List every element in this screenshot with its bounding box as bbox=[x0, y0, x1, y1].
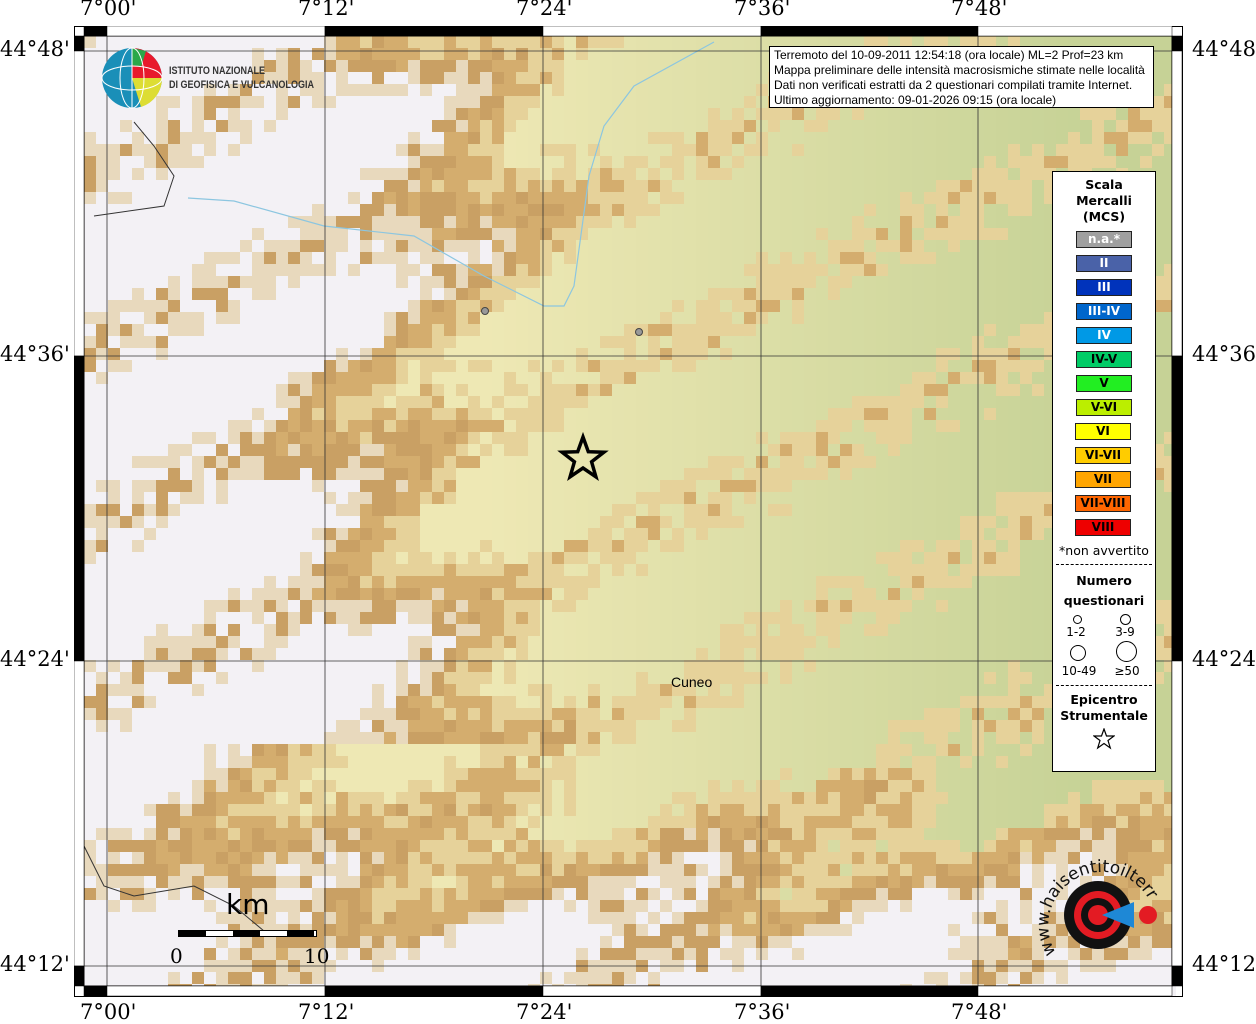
intensity-scale: n.a.* II III III-IV IV IV-V V V-VI VI VI-VII VII VI… bbox=[1053, 231, 1155, 536]
haisentito-logo: www.haisentitoilterremoto.it bbox=[1036, 858, 1161, 959]
size-label: ≥50 bbox=[1114, 664, 1140, 678]
lon-label-bottom: 7°36' bbox=[734, 1000, 791, 1024]
intensity-swatch: VIII bbox=[1075, 519, 1131, 536]
intensity-swatch: VII-VIII bbox=[1075, 495, 1131, 512]
lon-label-bottom: 7°12' bbox=[298, 1000, 355, 1024]
intensity-swatch: n.a.* bbox=[1076, 231, 1132, 248]
intensity-swatch: III bbox=[1076, 279, 1132, 296]
scale-end: 10 bbox=[304, 944, 330, 968]
lon-label-bottom: 7°24' bbox=[516, 1000, 573, 1024]
river bbox=[187, 41, 715, 307]
ingv-logo: ISTITUTO NAZIONALE DI GEOFISICA E VULCAN… bbox=[101, 47, 314, 113]
intensity-swatch: V-VI bbox=[1076, 399, 1132, 416]
epicenter-star-icon[interactable] bbox=[557, 431, 609, 481]
lat-label-left: 44°24' bbox=[0, 647, 70, 671]
scale-bar bbox=[178, 930, 317, 937]
circle-small-icon bbox=[1073, 615, 1082, 624]
border-line bbox=[93, 121, 175, 217]
size-label: 10-49 bbox=[1061, 664, 1097, 678]
legend-title-line: Scala bbox=[1085, 177, 1123, 192]
legend-title-line: (MCS) bbox=[1082, 209, 1126, 224]
lat-label-right: 44°12' bbox=[1192, 952, 1256, 976]
ingv-logo-line1: ISTITUTO NAZIONALE bbox=[169, 65, 266, 77]
lon-label-top: 7°00' bbox=[80, 0, 137, 20]
locality-marker[interactable] bbox=[481, 307, 489, 315]
earthquake-info-box: Terremoto del 10-09-2011 12:54:18 (ora l… bbox=[769, 46, 1154, 108]
star-icon bbox=[1092, 727, 1116, 750]
intensity-swatch: IV bbox=[1076, 327, 1132, 344]
info-line-description: Mappa preliminare delle intensità macros… bbox=[774, 63, 1145, 77]
ingv-logo-line2: DI GEOFISICA E VULCANOLOGIA bbox=[169, 79, 314, 91]
lat-label-right: 44°48' bbox=[1192, 37, 1256, 61]
legend-title-line: Strumentale bbox=[1060, 708, 1148, 723]
size-label: 1-2 bbox=[1066, 625, 1086, 639]
circle-medium-icon bbox=[1120, 614, 1131, 625]
circle-large-icon bbox=[1070, 645, 1086, 661]
intensity-swatch: II bbox=[1076, 255, 1132, 272]
locality-marker[interactable] bbox=[635, 328, 643, 336]
info-line-event: Terremoto del 10-09-2011 12:54:18 (ora l… bbox=[774, 48, 1124, 62]
size-label: 3-9 bbox=[1115, 625, 1135, 639]
lon-label-top: 7°24' bbox=[516, 0, 573, 20]
legend-title-line: Epicentro bbox=[1070, 692, 1138, 707]
border-line bbox=[83, 845, 265, 932]
questionnaires-title: Numero questionari bbox=[1053, 571, 1155, 611]
info-line-data-source: Dati non verificati estratti da 2 questi… bbox=[774, 78, 1133, 92]
scale-unit: km bbox=[226, 888, 270, 921]
legend-footnote: *non avvertito bbox=[1059, 543, 1149, 558]
lat-label-right: 44°24' bbox=[1192, 647, 1256, 671]
lon-label-top: 7°12' bbox=[298, 0, 355, 20]
lon-label-top: 7°36' bbox=[734, 0, 791, 20]
intensity-swatch: III-IV bbox=[1076, 303, 1132, 320]
circle-xlarge-icon bbox=[1116, 641, 1137, 662]
lat-label-right: 44°36' bbox=[1192, 342, 1256, 366]
map-frame bbox=[74, 26, 1183, 997]
legend-title: Scala Mercalli (MCS) bbox=[1053, 177, 1155, 225]
legend: Scala Mercalli (MCS) n.a.* II III III-IV IV I… bbox=[1052, 171, 1156, 772]
intensity-swatch: IV-V bbox=[1076, 351, 1132, 368]
lon-label-bottom: 7°48' bbox=[951, 1000, 1008, 1024]
intensity-swatch: VI-VII bbox=[1075, 447, 1131, 464]
lat-label-left: 44°36' bbox=[0, 342, 70, 366]
legend-title-line: Mercalli bbox=[1076, 193, 1132, 208]
place-label-cuneo: Cuneo bbox=[671, 674, 713, 690]
info-line-updated: Ultimo aggiornamento: 09-01-2026 09:15 (… bbox=[774, 93, 1057, 107]
lat-label-left: 44°12' bbox=[0, 952, 70, 976]
terrain-relief bbox=[84, 36, 1176, 996]
lon-label-top: 7°48' bbox=[951, 0, 1008, 20]
intensity-map bbox=[74, 26, 1183, 997]
legend-title-line: Numero bbox=[1076, 573, 1132, 588]
legend-title-line: questionari bbox=[1063, 593, 1145, 608]
intensity-swatch: VII bbox=[1075, 471, 1131, 488]
legend-divider bbox=[1056, 685, 1152, 686]
epicenter-title: Epicentro Strumentale bbox=[1053, 692, 1155, 724]
scale-start: 0 bbox=[170, 944, 183, 968]
lon-label-bottom: 7°00' bbox=[80, 1000, 137, 1024]
lat-label-left: 44°48' bbox=[0, 37, 70, 61]
globe-icon bbox=[101, 47, 163, 109]
questionnaire-size-key: 1-2 3-9 10-49 ≥50 bbox=[1053, 611, 1155, 678]
intensity-swatch: V bbox=[1076, 375, 1132, 392]
legend-divider bbox=[1056, 564, 1152, 565]
intensity-swatch: VI bbox=[1075, 423, 1131, 440]
